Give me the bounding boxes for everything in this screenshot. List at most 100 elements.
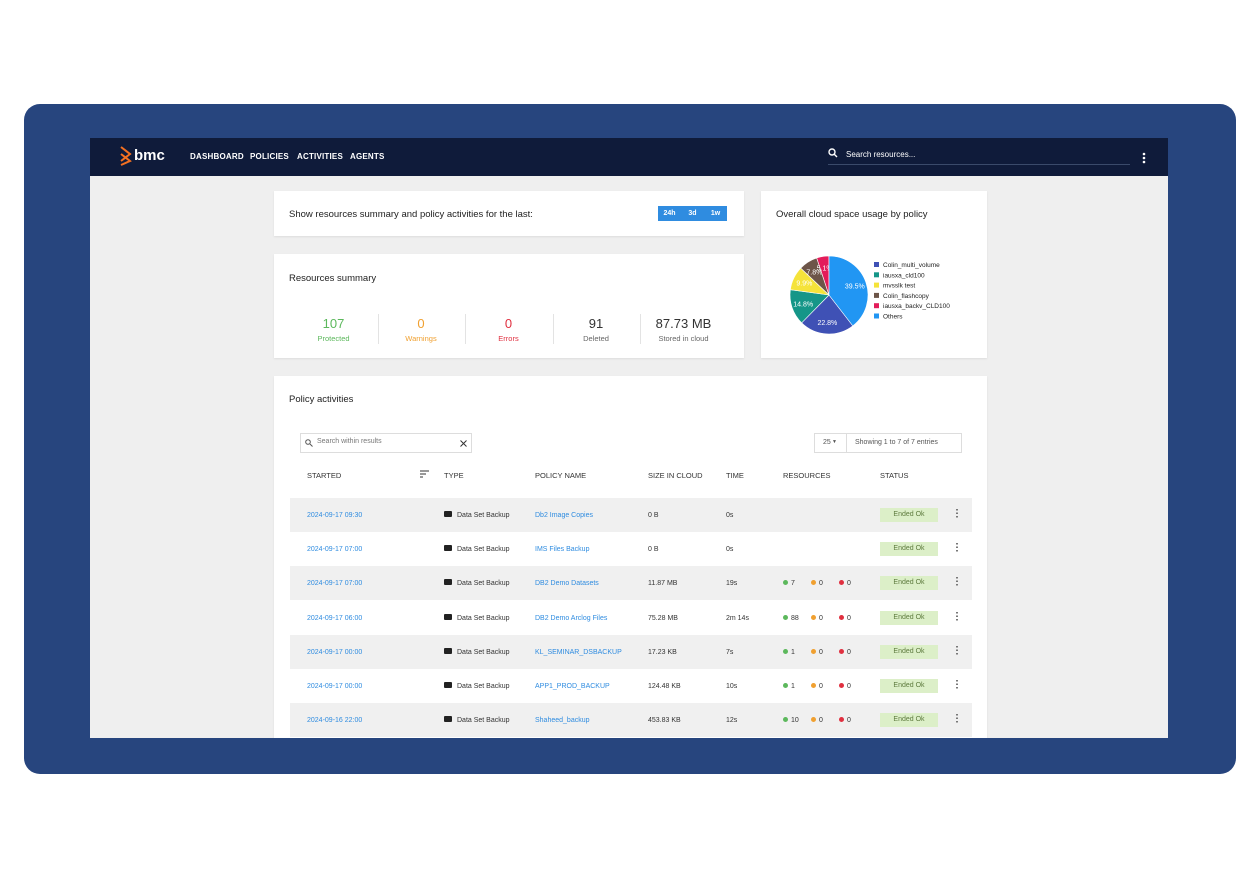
timeframe-card: Show resources summary and policy activi…	[274, 191, 744, 236]
slice-label: 7.8%	[806, 269, 822, 276]
stat-divider	[377, 314, 379, 344]
folder-icon	[444, 716, 452, 723]
legend-swatch	[874, 313, 879, 319]
column-header: STATUS	[880, 471, 909, 480]
row-menu[interactable]	[956, 713, 958, 724]
resource-count: 88	[783, 614, 799, 622]
type: Data Set Backup	[457, 717, 510, 725]
status-badge: Ended Ok	[880, 713, 938, 728]
app-screen: bmc DASHBOARD POLICIES ACTIVITIES AGENTS…	[90, 138, 1168, 738]
timeframe-button[interactable]: 3d	[681, 206, 704, 221]
size: 75.28 MB	[648, 614, 678, 622]
dropdown-caret: ▼	[832, 439, 837, 445]
stat-value: 87.73 MB	[655, 316, 712, 331]
resource-dot	[811, 580, 816, 586]
size: 453.83 KB	[648, 717, 681, 725]
policy-link[interactable]: Db2 Image Copies	[535, 512, 593, 519]
row-menu[interactable]	[956, 576, 958, 587]
search-icon	[828, 148, 838, 158]
status-badge: Ended Ok	[880, 644, 938, 659]
resource-value: 7	[791, 580, 795, 588]
row-menu[interactable]	[956, 644, 958, 655]
timeframe-button[interactable]: 24h	[658, 206, 681, 221]
type: Data Set Backup	[457, 546, 510, 554]
resource-value: 0	[847, 614, 851, 622]
row-menu[interactable]	[956, 679, 958, 689]
results-search[interactable]: Search within results	[300, 433, 472, 453]
legend-label: Others	[883, 314, 903, 321]
time: 2m 14s	[726, 614, 749, 622]
table-row: 2024-09-17 06:00 Data Set Backup DB2 Demo …	[290, 600, 972, 635]
folder-icon	[444, 613, 452, 620]
nav-link[interactable]: ACTIVITIES	[297, 152, 344, 161]
stat-label: Protected	[317, 334, 350, 343]
resource-dot	[839, 683, 844, 688]
stat-divider	[465, 314, 466, 344]
policy-link[interactable]: IMS Files Backup	[535, 546, 590, 554]
pie-chart: 22.8% 14.8% 9.9% 7.8%5.1% 39.5% Colin_multi_v…	[789, 255, 950, 335]
legend-swatch	[874, 303, 879, 309]
table-row: 2024-09-17 07:00 Data Set Backup DB2 Demo …	[290, 566, 972, 601]
nav-link[interactable]: DASHBOARD	[190, 152, 244, 161]
legend-label: iausxa_backv_CLD100	[883, 303, 950, 310]
resource-value: 10	[791, 717, 799, 725]
started-link[interactable]: 2024-09-17 09:30	[307, 512, 363, 519]
stat-divider	[640, 314, 641, 344]
activities-title: Policy activities	[289, 394, 354, 405]
search-input[interactable]: Search resources...	[828, 148, 1130, 165]
clear-button[interactable]	[460, 440, 467, 447]
type: Data Set Backup	[457, 614, 510, 622]
slice-label: 39.5%	[845, 284, 865, 291]
row-menu[interactable]	[956, 610, 958, 621]
folder-icon	[444, 511, 452, 517]
started-link[interactable]: 2024-09-16 22:00	[307, 717, 363, 725]
policy-link[interactable]: DB2 Demo Arclog Files	[535, 614, 608, 622]
sort-icon[interactable]	[420, 470, 430, 478]
page-size-select[interactable]: 25	[823, 439, 831, 446]
resource-count: 1	[783, 683, 795, 690]
stat-value: 0	[417, 316, 425, 331]
nav-link[interactable]: AGENTS	[350, 152, 385, 161]
stat-label: Stored in cloud	[658, 334, 709, 343]
column-header: POLICY NAME	[535, 471, 587, 480]
policy-link[interactable]: APP1_PROD_BACKUP	[535, 683, 610, 690]
folder-icon	[444, 647, 452, 654]
menu-button[interactable]	[1142, 152, 1146, 164]
table-row: 2024-09-17 07:00 Data Set Backup IMS Files…	[290, 532, 972, 567]
row-menu[interactable]	[956, 542, 958, 553]
resource-count: 7	[783, 580, 795, 587]
row-menu[interactable]	[956, 508, 958, 518]
column-header: SIZE IN CLOUD	[648, 471, 703, 480]
resource-dot	[811, 717, 816, 723]
time: 12s	[726, 717, 738, 725]
policy-link[interactable]: KL_SEMINAR_DSBACKUP	[535, 648, 622, 656]
nav-link[interactable]: POLICIES	[250, 152, 289, 161]
resource-dot	[783, 648, 788, 654]
logo-icon	[120, 146, 132, 166]
time: 7s	[726, 648, 734, 656]
timeframe-button[interactable]: 1w	[704, 206, 727, 221]
legend-label: iausxa_cld100	[883, 272, 925, 279]
started-link[interactable]: 2024-09-17 07:00	[307, 580, 363, 588]
resource-dot	[839, 717, 844, 723]
resource-count: 0	[811, 648, 823, 656]
started-link[interactable]: 2024-09-17 00:00	[307, 683, 363, 690]
time: 10s	[726, 683, 738, 690]
column-header: RESOURCES	[783, 471, 831, 480]
chart-title: Overall cloud space usage by policy	[776, 209, 928, 220]
started-link[interactable]: 2024-09-17 00:00	[307, 648, 363, 656]
time: 19s	[726, 580, 738, 588]
resource-count: 0	[839, 683, 851, 690]
resource-count: 0	[811, 580, 823, 587]
resource-dot	[839, 614, 844, 620]
pager: 25 ▼ Showing 1 to 7 of 7 entries	[814, 433, 962, 453]
started-link[interactable]: 2024-09-17 06:00	[307, 614, 363, 622]
size: 17.23 KB	[648, 648, 677, 656]
resource-count: 0	[811, 683, 823, 690]
started-link[interactable]: 2024-09-17 07:00	[307, 546, 363, 554]
policy-link[interactable]: Shaheed_backup	[535, 717, 590, 725]
summary-title: Resources summary	[289, 273, 377, 284]
status-badge: Ended Ok	[880, 508, 938, 522]
slice-label: 22.8%	[817, 320, 837, 327]
policy-link[interactable]: DB2 Demo Datasets	[535, 580, 599, 588]
